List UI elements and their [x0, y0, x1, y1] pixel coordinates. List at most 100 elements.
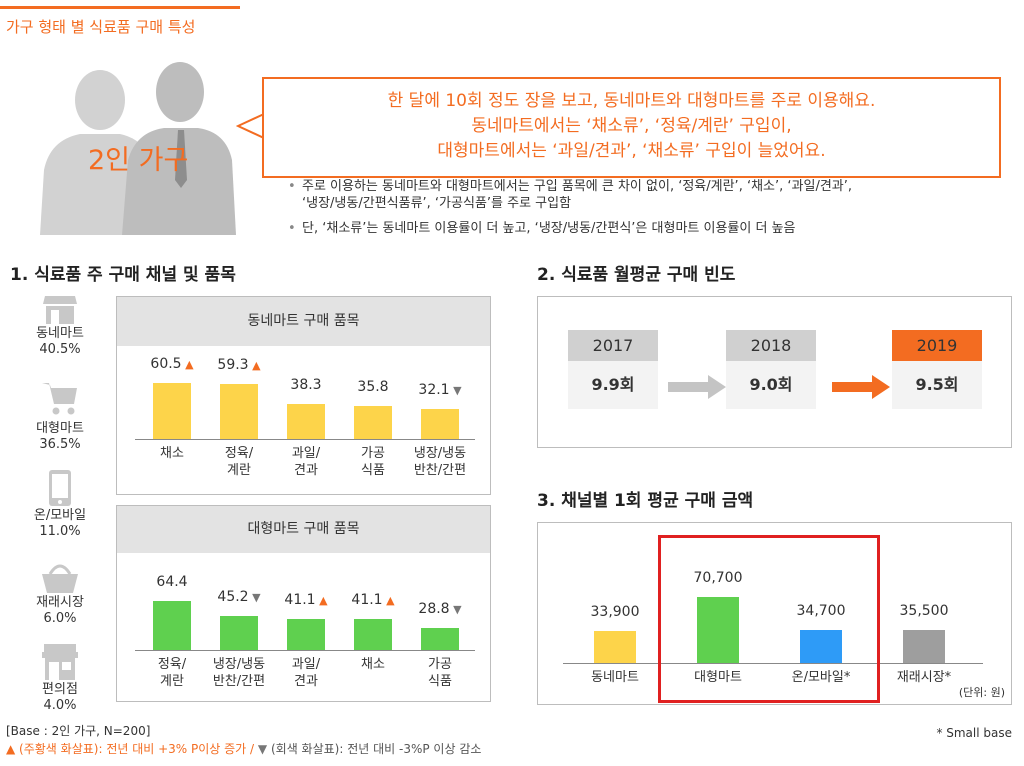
channel-share: 온/모바일 11.0% [12, 508, 108, 540]
bar [421, 628, 459, 650]
value-number: 41.1 [284, 591, 316, 608]
section-title-spend: 3. 채널별 1회 평균 구매 금액 [537, 491, 754, 511]
category-label: 채소 [160, 446, 184, 461]
legend-orange: ▲ (주황색 화살표): 전년 대비 +3% P이상 증가 / [6, 742, 255, 756]
year-2017-label: 2017 [568, 330, 658, 361]
couple-silhouette-icon [40, 62, 236, 235]
panel-header: 대형마트 구매 품목 [117, 506, 490, 553]
channel-share-value: 4.0% [43, 698, 77, 713]
value-label: 60.5 ▲ [127, 356, 217, 372]
bar [594, 631, 636, 663]
bar [153, 601, 191, 650]
bar [354, 406, 392, 439]
channel-share-value: 36.5% [39, 437, 81, 452]
category-label: 온/모바일* [791, 670, 851, 685]
channel-share-value: 11.0% [39, 524, 81, 539]
neighborhood-mart-bar-chart: 60.5 ▲ 채소 59.3 ▲ 정육/ 계란 38.3 과일/ 견과 35.8 가공 식품 3… [117, 346, 490, 494]
channel-share: 편의점 4.0% [12, 682, 108, 714]
channel-share: 동네마트 40.5% [12, 326, 108, 358]
category-label: 과일/ 견과 [291, 446, 321, 478]
summary-bullet: 주로 이용하는 동네마트와 대형마트에서는 구입 품목에 큰 차이 없이, ‘정… [288, 178, 852, 196]
hypermarket-items-panel: 대형마트 구매 품목 64.4 정육/ 계란 45.2 ▼ 냉장/냉동 반찬/간편 41… [116, 505, 491, 702]
year-2018-label: 2018 [726, 330, 816, 361]
value-number: 35,500 [899, 602, 949, 619]
x-axis [563, 663, 983, 664]
value-label: 32.1 ▼ [395, 382, 485, 398]
channel-name: 재래시장 [36, 595, 84, 610]
channel-name: 편의점 [42, 682, 78, 697]
bar [354, 618, 392, 650]
category-label: 정육/ 계란 [157, 657, 187, 689]
value-number: 59.3 [217, 357, 249, 374]
category-label: 가공 식품 [361, 446, 385, 478]
year-2019-label: 2019 [892, 330, 982, 361]
bar [421, 409, 459, 439]
channel-share: 재래시장 6.0% [12, 595, 108, 627]
spend-panel: 33,900 동네마트 70,700 대형마트 34,700 온/모바일* 35,500 재래… [537, 522, 1012, 705]
summary-bullet-continued: ‘냉장/냉동/간편식품류’, ‘가공식품’를 주로 구입함 [302, 196, 572, 211]
store-icon [43, 296, 77, 324]
hypermarket-bar-chart: 64.4 정육/ 계란 45.2 ▼ 냉장/냉동 반찬/간편 41.1 ▲ 과일/ 견과 4… [117, 553, 490, 701]
small-base-note: * Small base [936, 726, 1012, 740]
bar [287, 403, 325, 439]
mobile-icon [49, 470, 71, 506]
base-note: [Base : 2인 가구, N=200] [6, 724, 151, 738]
channel-share-value: 6.0% [43, 611, 77, 626]
category-label: 재래시장* [896, 670, 952, 685]
increase-arrow-icon: ▲ [248, 359, 261, 373]
decrease-arrow-icon: ▼ [248, 590, 261, 604]
bar [903, 629, 945, 663]
bar [220, 615, 258, 650]
value-label: 70,700 [673, 570, 763, 586]
channel-name: 온/모바일 [33, 508, 87, 523]
value-number: 35.8 [357, 379, 389, 396]
category-label: 냉장/냉동 반찬/간편 [212, 657, 266, 689]
bar [220, 384, 258, 439]
section-title-channels: 1. 식료품 주 구매 채널 및 품목 [10, 265, 236, 285]
arrow-legend: ▲ (주황색 화살표): 전년 대비 +3% P이상 증가 / ▼ (회색 화살… [6, 740, 481, 757]
legend-gray: (회색 화살표): 전년 대비 -3%P 이상 감소 [270, 742, 482, 756]
category-label: 대형마트 [694, 670, 742, 685]
panel-header: 동네마트 구매 품목 [117, 297, 490, 346]
value-label: 35.8 [328, 379, 418, 395]
increase-arrow-icon: ▲ [315, 593, 328, 607]
value-label: 28.8 ▼ [395, 601, 485, 617]
value-number: 45.2 [217, 588, 249, 605]
category-label: 동네마트 [591, 670, 639, 685]
household-type-label: 2인 가구 [88, 145, 189, 176]
summary-callout: 한 달에 10회 정도 장을 보고, 동네마트와 대형마트를 주로 이용해요. … [262, 77, 1001, 178]
decrease-arrow-icon: ▼ [449, 603, 462, 617]
arrow-right-gray-icon [668, 375, 726, 399]
category-label: 정육/ 계란 [224, 446, 254, 478]
value-label: 34,700 [776, 603, 866, 619]
year-2018-value: 9.0회 [726, 361, 816, 409]
category-label: 냉장/냉동 반찬/간편 [413, 446, 467, 478]
section-title-frequency: 2. 식료품 월평균 구매 빈도 [537, 265, 736, 285]
value-label: 41.1 ▲ [328, 592, 418, 608]
basket-icon [42, 564, 78, 593]
value-number: 41.1 [351, 591, 383, 608]
value-number: 34,700 [796, 603, 846, 620]
x-axis [135, 650, 475, 651]
value-number: 32.1 [418, 382, 450, 399]
neighborhood-mart-items-panel: 동네마트 구매 품목 60.5 ▲ 채소 59.3 ▲ 정육/ 계란 38.3 과일/ 견… [116, 296, 491, 495]
value-label: 38.3 [261, 377, 351, 393]
spend-bar-chart: 33,900 동네마트 70,700 대형마트 34,700 온/모바일* 35,500 재래… [538, 523, 1011, 704]
value-number: 38.3 [290, 376, 322, 393]
category-label: 채소 [361, 657, 385, 672]
value-label: 59.3 ▲ [194, 357, 284, 373]
frequency-panel: 2017 9.9회 2018 9.0회 2019 9.5회 [537, 296, 1012, 448]
category-label: 과일/ 견과 [291, 657, 321, 689]
year-2019-value: 9.5회 [892, 361, 982, 409]
value-number: 60.5 [150, 356, 182, 373]
value-number: 70,700 [693, 569, 743, 586]
x-axis [135, 439, 475, 440]
unit-label: (단위: 원) [958, 686, 1005, 699]
bar [287, 618, 325, 650]
title-accent-bar [0, 6, 240, 9]
value-label: 45.2 ▼ [194, 589, 284, 605]
value-label: 41.1 ▲ [261, 592, 351, 608]
channel-name: 동네마트 [36, 326, 84, 341]
arrow-right-orange-icon [832, 375, 890, 399]
value-number: 33,900 [590, 604, 640, 621]
